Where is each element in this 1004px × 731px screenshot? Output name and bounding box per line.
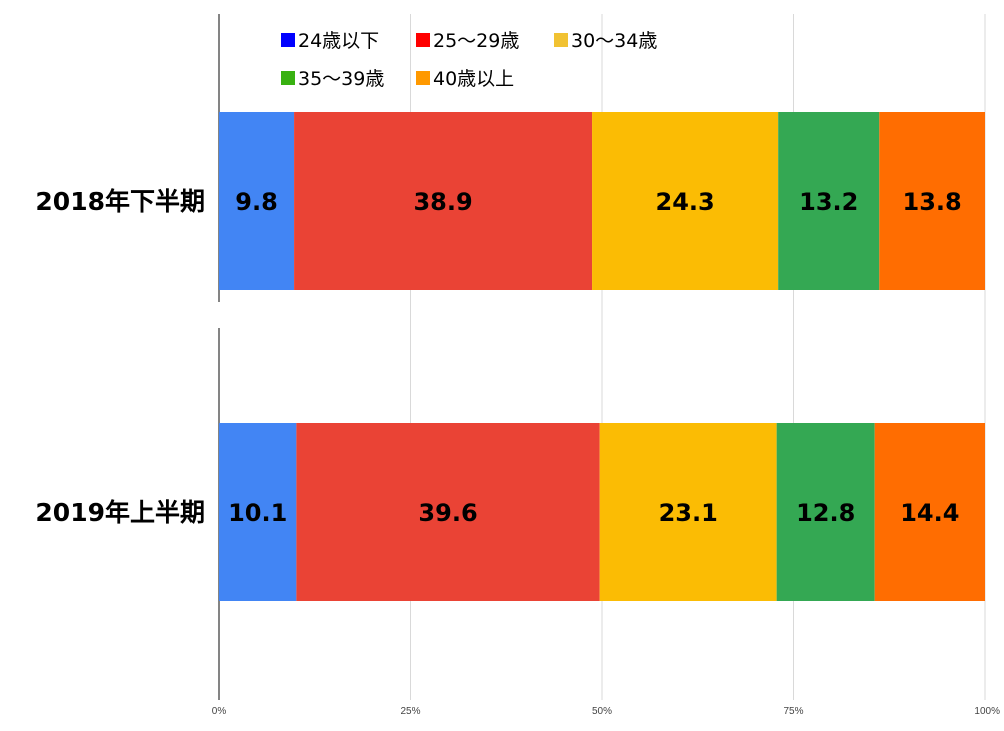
bar-segment [592, 112, 779, 290]
data-labels: 9.8 38.9 24.3 13.2 13.8 10.1 39.6 23.1 12.8 14.4 [228, 188, 962, 527]
bar-segment [874, 423, 985, 601]
bar-segment [219, 423, 297, 601]
legend-swatch [416, 71, 430, 85]
x-tick-label: 0% [212, 706, 227, 717]
x-tick-label: 75% [783, 706, 803, 717]
data-label: 38.9 [413, 188, 472, 216]
bar-segment [294, 112, 593, 290]
data-label: 10.1 [228, 499, 287, 527]
legend-swatch [281, 33, 295, 47]
data-label: 23.1 [659, 499, 718, 527]
bar-segment [778, 112, 880, 290]
bar-segment [776, 423, 875, 601]
data-label: 13.2 [799, 188, 858, 216]
data-label: 39.6 [418, 499, 477, 527]
x-tick-label: 100% [974, 706, 1000, 717]
category-label: 2018年下半期 [35, 187, 205, 216]
legend-label: 35〜39歳 [298, 68, 384, 90]
data-label: 24.3 [656, 188, 715, 216]
data-label: 14.4 [900, 499, 959, 527]
x-axis-ticks: 0% 25% 50% 75% 100% [212, 706, 1000, 717]
bar-segment [219, 112, 295, 290]
x-tick-label: 50% [592, 706, 612, 717]
legend-label: 24歳以下 [298, 30, 379, 52]
x-tick-label: 25% [400, 706, 420, 717]
bar-segment [296, 423, 600, 601]
bar-segment [599, 423, 777, 601]
data-label: 12.8 [796, 499, 855, 527]
category-labels: 2018年下半期 2019年上半期 [35, 187, 205, 527]
legend-swatch [416, 33, 430, 47]
data-label: 13.8 [903, 188, 962, 216]
legend: 24歳以下 25〜29歳 30〜34歳 35〜39歳 40歳以上 [281, 30, 657, 90]
bar-segment [879, 112, 985, 290]
legend-label: 30〜34歳 [571, 30, 657, 52]
category-label: 2019年上半期 [35, 498, 205, 527]
legend-label: 40歳以上 [433, 68, 514, 90]
bars [219, 112, 985, 601]
data-label: 9.8 [235, 188, 278, 216]
legend-swatch [554, 33, 568, 47]
legend-swatch [281, 71, 295, 85]
legend-label: 25〜29歳 [433, 30, 519, 52]
